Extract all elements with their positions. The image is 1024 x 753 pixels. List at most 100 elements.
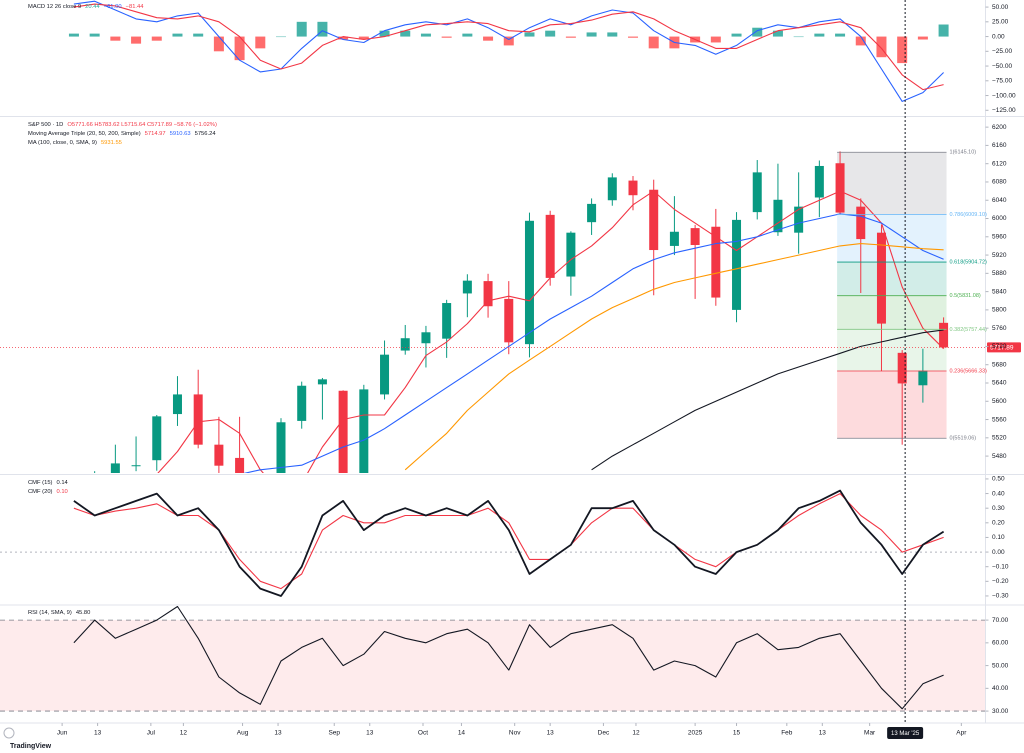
candle-body <box>939 322 949 348</box>
y-tick-label: 6120 <box>992 160 1007 167</box>
y-tick-label: 0.40 <box>992 490 1005 497</box>
candle-body <box>152 416 162 461</box>
y-tick-label: 0.30 <box>992 505 1005 512</box>
candle-body <box>400 338 410 351</box>
histogram-bar <box>586 32 597 37</box>
histogram-bar <box>855 36 866 46</box>
y-tick-label: −50.00 <box>992 63 1012 70</box>
histogram-bar <box>503 36 514 46</box>
legend-title: S&P 500 · 1D <box>28 122 63 128</box>
y-tick-label: −0.10 <box>992 563 1009 570</box>
zoom-icon[interactable] <box>3 727 15 739</box>
legend-entry: CMF (20) 0.10 <box>28 489 68 495</box>
y-tick-label: −25.00 <box>992 48 1012 55</box>
histogram-bar <box>938 24 949 37</box>
y-tick-label: 0.20 <box>992 520 1005 527</box>
line <box>243 213 944 473</box>
y-tick-label: 60.00 <box>992 640 1009 647</box>
histogram-bar <box>358 36 369 40</box>
candle-body <box>628 180 638 196</box>
rsi-band <box>0 620 985 712</box>
legend-title: RSI (14, SMA, 9) <box>28 610 72 616</box>
candle-body <box>732 219 742 310</box>
fib-band <box>837 370 947 439</box>
fib-label: 0.236(5666.33) <box>950 368 987 374</box>
legend-value: O5771.66 H5783.62 L5715.64 C5717.89 −58.… <box>67 122 217 128</box>
y-tick-label: 5920 <box>992 252 1007 259</box>
y-tick-label: 30.00 <box>992 708 1009 715</box>
legend-entry: CMF (15) 0.14 <box>28 480 69 486</box>
line <box>73 489 945 597</box>
y-tick-label: 5800 <box>992 307 1007 314</box>
legend-value: 45.80 <box>76 610 91 616</box>
legend-title: MACD 12 26 close 9 <box>28 4 81 10</box>
candle-body <box>649 189 659 251</box>
x-tick-label: Jul <box>147 730 156 737</box>
candle-body <box>276 422 286 473</box>
y-tick-label: 40.00 <box>992 685 1009 692</box>
histogram-bar <box>793 36 804 38</box>
last-price-tag <box>987 342 1021 353</box>
candle-body <box>504 298 514 343</box>
x-tick-label: 13 <box>274 730 282 737</box>
histogram-bar <box>752 27 763 37</box>
histogram-bar <box>193 33 204 37</box>
y-tick-label: 0.00 <box>992 549 1005 556</box>
histogram-bar <box>68 33 79 37</box>
y-tick-label: 6040 <box>992 197 1007 204</box>
candle-body <box>483 281 493 307</box>
candle-body <box>442 303 452 339</box>
legend-value: −61.00 <box>104 4 122 10</box>
y-tick-label: 5840 <box>992 288 1007 295</box>
panel <box>0 489 985 597</box>
y-tick-label: 5480 <box>992 453 1007 460</box>
y-tick-label: −100.00 <box>992 92 1016 99</box>
candle-body <box>338 390 348 473</box>
candle-body <box>235 457 245 473</box>
fib-label: 0.5(5831.08) <box>950 293 981 299</box>
y-tick-label: 6000 <box>992 215 1007 222</box>
candle-body <box>835 163 845 213</box>
x-tick-label: Sep <box>328 730 340 737</box>
histogram-bar <box>89 33 100 37</box>
x-tick-label: Mar <box>864 730 876 737</box>
y-tick-label: 5680 <box>992 361 1007 368</box>
x-tick-label: Aug <box>237 730 249 737</box>
fib-band <box>837 295 947 330</box>
legend-title: CMF (15) <box>28 480 53 486</box>
candle-body <box>876 232 886 324</box>
y-tick-label: 5640 <box>992 380 1007 387</box>
fib-label: 0.786(6009.10) <box>950 212 987 218</box>
histogram-bar <box>317 21 328 37</box>
candle-body <box>587 203 597 223</box>
candle-body <box>462 280 472 294</box>
legend-title: Moving Average Triple (20, 50, 200, Simp… <box>28 131 141 137</box>
candle-body <box>690 228 700 246</box>
candle-body <box>524 220 534 345</box>
y-tick-label: −125.00 <box>992 107 1016 114</box>
candle-body <box>359 389 369 473</box>
legend-value: 5756.24 <box>195 131 217 137</box>
candle-body <box>669 231 679 246</box>
histogram-bar <box>110 36 121 41</box>
candle-body <box>193 394 203 445</box>
line <box>591 329 944 471</box>
x-tick-label: 13 <box>547 730 555 737</box>
histogram-bar <box>441 36 452 38</box>
crosshair-date-label: 13 Mar '25 <box>891 731 920 737</box>
y-tick-label: 6200 <box>992 124 1007 131</box>
histogram-bar <box>772 30 783 37</box>
x-tick-label: Apr <box>956 730 967 737</box>
x-tick-label: Feb <box>781 730 793 737</box>
x-tick-label: 2025 <box>688 730 703 737</box>
fib-band <box>837 262 947 296</box>
legend-entry: S&P 500 · 1D O5771.66 H5783.62 L5715.64 C… <box>28 122 217 128</box>
histogram-bar <box>462 33 473 37</box>
crosshair-date-box <box>887 727 924 739</box>
y-tick-label: −0.20 <box>992 578 1009 585</box>
candle-body <box>814 165 824 198</box>
x-tick-label: 12 <box>180 730 188 737</box>
legend-value: 0.14 <box>56 480 68 486</box>
legend-value: 0.10 <box>56 489 67 495</box>
